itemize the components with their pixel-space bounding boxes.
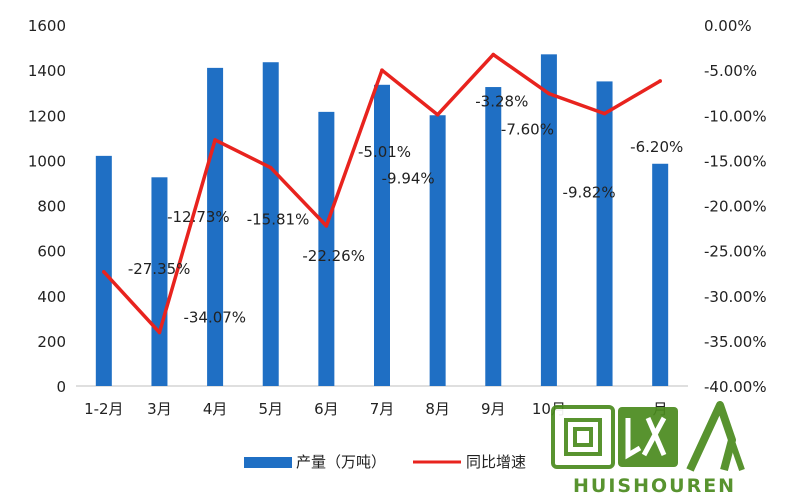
line-point xyxy=(491,52,496,57)
bar xyxy=(207,67,224,387)
y-right-tick-label: 0.00% xyxy=(704,17,752,35)
line-data-label: -5.01% xyxy=(358,143,411,161)
y-left-tick-label: 1000 xyxy=(28,152,66,170)
y-left-tick-label: 400 xyxy=(37,288,66,306)
y-left-tick-label: 1200 xyxy=(28,107,66,125)
bars xyxy=(95,54,669,387)
legend-bar-swatch xyxy=(244,457,292,468)
x-tick-label: 3月 xyxy=(147,400,172,418)
line-data-label: -3.28% xyxy=(475,93,528,111)
bar xyxy=(429,115,446,386)
y-right-tick-label: -30.00% xyxy=(704,288,767,306)
bar xyxy=(540,54,557,387)
logo-box-1 xyxy=(551,405,615,469)
line-data-label: -9.82% xyxy=(563,184,616,202)
x-tick-label: 9月 xyxy=(481,400,506,418)
line-data-label: -9.94% xyxy=(382,170,435,188)
line-point xyxy=(658,79,662,83)
y-left-tick-label: 1600 xyxy=(28,17,66,35)
line-data-label: -22.26% xyxy=(302,247,365,265)
bar xyxy=(262,62,279,387)
line-data-label: -27.35% xyxy=(128,260,191,278)
bar xyxy=(151,177,168,386)
y-left-tick-label: 1400 xyxy=(28,62,66,80)
line-point xyxy=(213,138,217,142)
x-tick-label: 6月 xyxy=(314,400,339,418)
x-tick-label: 8月 xyxy=(425,400,450,418)
y-right-tick-label: -25.00% xyxy=(704,243,767,261)
y-right-tick-label: -20.00% xyxy=(704,198,767,216)
y-left-tick-label: 200 xyxy=(37,333,66,351)
data-labels: -27.35% -34.07% -12.73% -15.81% -22.26% -5.01… xyxy=(128,93,683,327)
line-data-label: -7.60% xyxy=(501,121,554,139)
legend-bar-label: 产量（万吨） xyxy=(296,453,386,471)
bar xyxy=(652,163,669,386)
y-right-tick-label: -10.00% xyxy=(704,107,767,125)
line-point xyxy=(380,68,384,73)
y-right-tick-label: -5.00% xyxy=(704,62,757,80)
line-point xyxy=(602,111,607,116)
y-left-tick-label: 600 xyxy=(37,243,66,261)
watermark-logo: HUISHOUREN xyxy=(551,401,745,497)
line-point xyxy=(157,330,162,335)
line-data-label: -6.20% xyxy=(630,138,683,156)
x-tick-label: 7月 xyxy=(370,400,395,418)
line-point xyxy=(102,270,106,274)
watermark-brand: HUISHOUREN xyxy=(573,475,736,497)
line-data-label: -12.73% xyxy=(167,208,230,226)
x-tick-label: 4月 xyxy=(203,400,228,418)
growth-line xyxy=(102,52,662,335)
y-left-tick-label: 800 xyxy=(37,198,66,216)
line-point xyxy=(547,91,551,96)
axes: 0 200 400 600 800 1000 1200 1400 1600 -40.00% -35.… xyxy=(28,17,767,418)
y-right-tick-label: -40.00% xyxy=(704,378,767,396)
legend: 产量（万吨） 同比增速 xyxy=(244,453,526,471)
y-left-tick-label: 0 xyxy=(56,378,66,396)
bar xyxy=(374,84,390,387)
legend-line-label: 同比增速 xyxy=(466,453,526,471)
bar xyxy=(596,81,613,386)
y-right-tick-label: -15.00% xyxy=(704,152,767,170)
line-point xyxy=(268,165,273,170)
line-data-label: -15.81% xyxy=(247,211,310,229)
line-data-label: -34.07% xyxy=(183,308,246,326)
x-tick-label: 1-2月 xyxy=(84,400,124,418)
bar xyxy=(318,111,335,386)
bar xyxy=(485,87,502,386)
line-point xyxy=(324,224,329,228)
line-point xyxy=(435,112,440,117)
y-right-tick-label: -35.00% xyxy=(704,333,767,351)
x-tick-label: 5月 xyxy=(258,400,283,418)
